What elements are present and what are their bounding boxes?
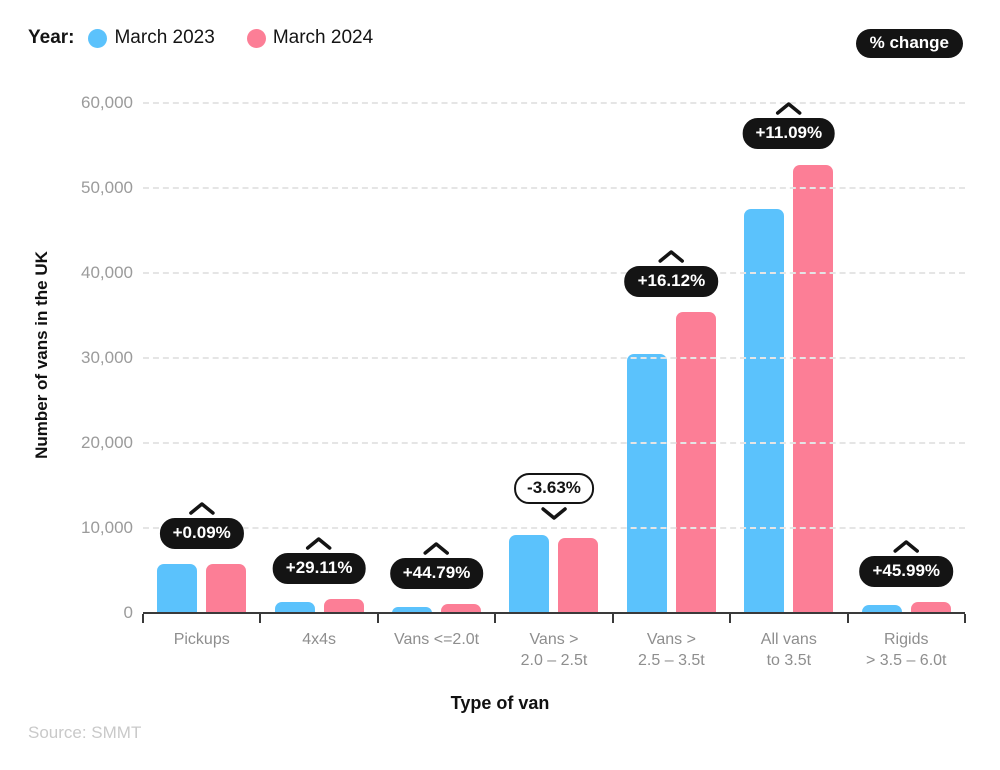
bar-march-2023 xyxy=(274,602,315,613)
legend-item-march-2024: March 2024 xyxy=(246,27,374,49)
legend-item-march-2023: March 2023 xyxy=(88,27,215,49)
gridline xyxy=(143,442,965,444)
y-axis-ticks: 0 10,000 20,000 30,000 40,000 50,000 60,000 xyxy=(0,93,133,622)
y-tick-label: 20,000 xyxy=(81,433,133,452)
bar-march-2024 xyxy=(675,312,716,613)
pct-change-annotation: +45.99% xyxy=(859,540,954,587)
x-tick-mark xyxy=(376,614,379,623)
x-axis-line xyxy=(142,612,966,623)
legend-dot-march-2023-icon xyxy=(88,28,108,48)
pct-change-annotation: +0.09% xyxy=(159,502,244,549)
x-category-label: Vans <=2.0t xyxy=(394,631,480,648)
bar-group-7: +45.99% xyxy=(848,103,965,613)
pct-change-annotation: +11.09% xyxy=(742,102,836,150)
pct-change-label: +29.11% xyxy=(272,553,366,585)
bar-group-1: +0.09% xyxy=(143,103,260,613)
pct-change-annotation: +44.79% xyxy=(389,542,484,590)
gridline xyxy=(143,527,965,529)
y-tick-label: 10,000 xyxy=(81,518,133,537)
pct-change-annotation: +29.11% xyxy=(272,537,366,585)
bar-group-2: +29.11% xyxy=(260,103,377,613)
x-tick-mark xyxy=(494,614,497,623)
percent-change-badge: % change xyxy=(855,29,963,58)
x-category-label: Rigids > 3.5 – 6.0t xyxy=(865,631,947,669)
x-category-label: 4x4s xyxy=(302,631,337,648)
bar-group-5: +16.12% xyxy=(613,103,730,613)
x-tick-mark xyxy=(846,614,849,623)
pct-change-label: +11.09% xyxy=(742,118,836,150)
bar-group-4: -3.63% xyxy=(495,103,612,613)
bar-group-6: +11.09% xyxy=(730,102,847,613)
plot-area: +0.09% +29.11% +44.79% -3.63% +16.12% +11.09%… xyxy=(143,102,965,613)
bar-march-2023 xyxy=(744,209,785,613)
bar-march-2023 xyxy=(861,605,902,613)
x-category-label: Pickups xyxy=(173,631,230,648)
legend: Year: March 2023 March 2024 xyxy=(28,27,391,49)
pct-change-label: +44.79% xyxy=(389,558,484,590)
bar-march-2024 xyxy=(441,604,482,613)
x-tick-mark xyxy=(729,614,732,623)
y-tick-label: 0 xyxy=(123,603,133,622)
source-credit: Source: SMMT xyxy=(28,723,142,742)
x-category-label: Vans >2.0 – 2.5t xyxy=(520,631,588,669)
x-category-label: Vans >2.5 – 3.5t xyxy=(638,631,705,669)
gridline xyxy=(143,272,965,274)
bar-march-2024 xyxy=(206,563,247,613)
gridline xyxy=(143,187,965,189)
x-tick-mark xyxy=(964,614,966,623)
pct-change-label: +16.12% xyxy=(624,265,719,297)
y-tick-label: 60,000 xyxy=(81,93,133,112)
pct-change-label: +45.99% xyxy=(859,555,954,587)
bar-march-2024 xyxy=(323,599,364,613)
bar-group-3: +44.79% xyxy=(378,103,495,613)
legend-dot-march-2024-icon xyxy=(246,28,266,48)
bar-march-2024 xyxy=(910,601,951,613)
pct-change-annotation: -3.63% xyxy=(514,472,594,520)
bar-groups: +0.09% +29.11% +44.79% -3.63% +16.12% +11.09%… xyxy=(143,102,965,613)
gridline xyxy=(143,357,965,359)
x-axis-title: Type of van xyxy=(450,693,550,713)
x-tick-mark xyxy=(611,614,614,623)
y-tick-label: 40,000 xyxy=(81,263,133,282)
bar-march-2023 xyxy=(392,607,433,613)
pct-change-label: +0.09% xyxy=(159,517,244,549)
bar-march-2023 xyxy=(509,534,550,613)
pct-change-label: -3.63% xyxy=(514,472,594,504)
bar-march-2023 xyxy=(626,353,667,613)
bar-march-2024 xyxy=(793,164,834,613)
gridline xyxy=(143,102,965,104)
x-category-label: All vans to 3.5t xyxy=(760,631,817,669)
pct-change-annotation: +16.12% xyxy=(624,250,719,297)
legend-title: Year: xyxy=(28,27,75,48)
legend-label-march-2023: March 2023 xyxy=(114,27,215,48)
bar-march-2024 xyxy=(558,537,599,613)
y-tick-label: 50,000 xyxy=(81,178,133,197)
x-tick-mark xyxy=(259,614,262,623)
x-tick-mark xyxy=(142,614,144,623)
x-axis-labels: Pickups 4x4s Vans <=2.0t Vans >2.0 – 2.5t Va… xyxy=(143,629,965,671)
bar-march-2023 xyxy=(157,564,198,613)
legend-label-march-2024: March 2024 xyxy=(272,27,374,48)
y-tick-label: 30,000 xyxy=(81,348,133,367)
